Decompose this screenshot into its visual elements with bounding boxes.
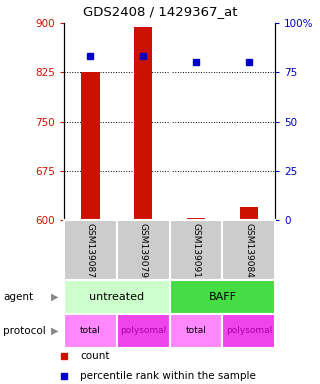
Text: percentile rank within the sample: percentile rank within the sample	[80, 371, 256, 381]
Bar	[222, 220, 275, 280]
Bar	[81, 72, 100, 220]
Text: GSM139084: GSM139084	[244, 223, 253, 278]
Bar	[117, 220, 170, 280]
Bar	[170, 314, 222, 348]
Text: ▶: ▶	[51, 292, 58, 302]
Bar	[117, 314, 170, 348]
Bar	[134, 27, 152, 220]
Bar	[64, 314, 117, 348]
Text: ▶: ▶	[51, 326, 58, 336]
Text: agent: agent	[3, 292, 33, 302]
Bar	[170, 280, 275, 314]
Text: count: count	[80, 351, 109, 361]
Text: BAFF: BAFF	[208, 292, 236, 302]
Text: total: total	[80, 326, 101, 335]
Text: untreated: untreated	[89, 292, 144, 302]
Text: polysomal: polysomal	[226, 326, 272, 335]
Text: GSM139087: GSM139087	[86, 223, 95, 278]
Bar	[240, 207, 258, 220]
Text: polysomal: polysomal	[120, 326, 166, 335]
Bar	[222, 314, 275, 348]
Text: total: total	[186, 326, 206, 335]
Text: GSM139091: GSM139091	[191, 223, 201, 278]
Bar	[170, 220, 222, 280]
Text: GSM139079: GSM139079	[139, 223, 148, 278]
Text: protocol: protocol	[3, 326, 46, 336]
Bar	[187, 218, 205, 220]
Text: GDS2408 / 1429367_at: GDS2408 / 1429367_at	[83, 5, 237, 18]
Bar	[64, 220, 117, 280]
Bar	[64, 280, 170, 314]
